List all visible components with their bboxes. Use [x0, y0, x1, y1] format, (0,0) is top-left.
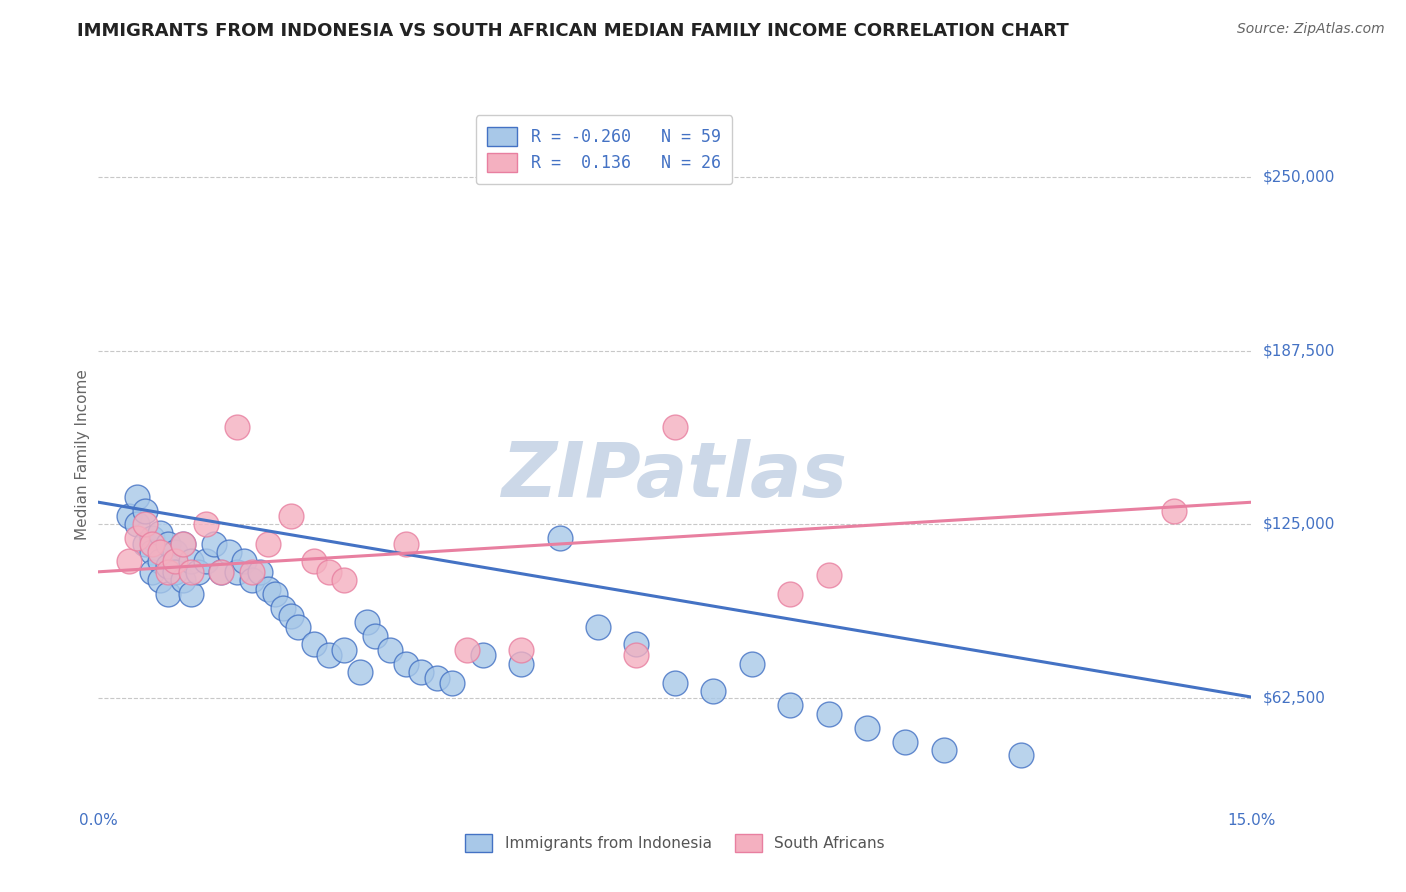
Point: [932, 743, 955, 757]
Point: [333, 642, 356, 657]
Point: [156, 565, 179, 579]
Point: [856, 721, 879, 735]
Point: [395, 537, 418, 551]
Point: [664, 420, 686, 434]
Point: [180, 554, 202, 568]
Text: Source: ZipAtlas.com: Source: ZipAtlas.com: [1237, 22, 1385, 37]
Point: [318, 648, 340, 663]
Point: [510, 642, 533, 657]
Point: [233, 554, 256, 568]
Point: [172, 537, 194, 551]
Point: [456, 642, 478, 657]
Point: [741, 657, 763, 671]
Point: [141, 545, 163, 559]
Text: ZIPatlas: ZIPatlas: [502, 439, 848, 513]
Text: $62,500: $62,500: [1263, 691, 1326, 706]
Point: [256, 537, 278, 551]
Point: [302, 554, 325, 568]
Point: [664, 676, 686, 690]
Point: [426, 671, 449, 685]
Point: [364, 629, 387, 643]
Text: IMMIGRANTS FROM INDONESIA VS SOUTH AFRICAN MEDIAN FAMILY INCOME CORRELATION CHAR: IMMIGRANTS FROM INDONESIA VS SOUTH AFRIC…: [77, 22, 1069, 40]
Point: [894, 734, 917, 748]
Point: [209, 565, 232, 579]
Point: [165, 545, 187, 559]
Point: [349, 665, 371, 679]
Point: [411, 665, 433, 679]
Point: [156, 559, 179, 574]
Point: [141, 532, 163, 546]
Point: [125, 532, 148, 546]
Point: [240, 573, 263, 587]
Point: [586, 620, 609, 634]
Point: [165, 554, 187, 568]
Point: [510, 657, 533, 671]
Point: [125, 517, 148, 532]
Point: [180, 565, 202, 579]
Point: [125, 490, 148, 504]
Point: [134, 517, 156, 532]
Point: [1163, 503, 1185, 517]
Point: [202, 537, 225, 551]
Point: [256, 582, 278, 596]
Point: [141, 565, 163, 579]
Text: $187,500: $187,500: [1263, 343, 1334, 358]
Text: $250,000: $250,000: [1263, 169, 1334, 184]
Point: [779, 698, 801, 713]
Point: [318, 565, 340, 579]
Point: [134, 503, 156, 517]
Legend: Immigrants from Indonesia, South Africans: Immigrants from Indonesia, South African…: [458, 828, 891, 858]
Point: [195, 517, 218, 532]
Point: [395, 657, 418, 671]
Point: [626, 637, 648, 651]
Point: [271, 601, 294, 615]
Point: [280, 509, 302, 524]
Point: [195, 554, 218, 568]
Point: [548, 532, 571, 546]
Point: [626, 648, 648, 663]
Point: [180, 587, 202, 601]
Point: [118, 509, 141, 524]
Point: [702, 684, 724, 698]
Point: [1010, 748, 1032, 763]
Point: [225, 565, 247, 579]
Point: [209, 565, 232, 579]
Point: [218, 545, 240, 559]
Point: [249, 565, 271, 579]
Point: [187, 565, 209, 579]
Point: [356, 615, 378, 629]
Point: [149, 554, 172, 568]
Y-axis label: Median Family Income: Median Family Income: [75, 369, 90, 541]
Point: [156, 537, 179, 551]
Point: [225, 420, 247, 434]
Point: [134, 537, 156, 551]
Point: [817, 567, 839, 582]
Point: [156, 587, 179, 601]
Point: [302, 637, 325, 651]
Point: [287, 620, 309, 634]
Point: [240, 565, 263, 579]
Point: [471, 648, 494, 663]
Point: [440, 676, 463, 690]
Point: [380, 642, 402, 657]
Point: [118, 554, 141, 568]
Text: $125,000: $125,000: [1263, 517, 1334, 532]
Point: [333, 573, 356, 587]
Point: [172, 537, 194, 551]
Point: [817, 706, 839, 721]
Point: [264, 587, 287, 601]
Point: [280, 609, 302, 624]
Point: [149, 545, 172, 559]
Point: [149, 525, 172, 540]
Point: [172, 573, 194, 587]
Point: [149, 573, 172, 587]
Point: [165, 565, 187, 579]
Point: [141, 537, 163, 551]
Point: [779, 587, 801, 601]
